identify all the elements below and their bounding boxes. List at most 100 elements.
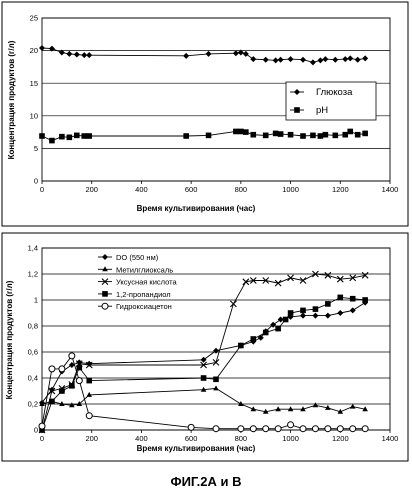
data-point-b-3-8 bbox=[238, 343, 244, 349]
series-line-b-1 bbox=[42, 388, 365, 411]
legend-label-a-1: pH bbox=[316, 105, 328, 116]
data-point-b-3-10 bbox=[263, 330, 269, 336]
data-point-a-1-0 bbox=[39, 133, 45, 139]
data-point-b-1-8 bbox=[238, 401, 244, 406]
data-point-b-4-14 bbox=[312, 426, 318, 432]
legend-label-b-4: Гидроксиацетон bbox=[116, 302, 172, 311]
data-point-b-4-18 bbox=[362, 426, 368, 432]
data-point-a-0-6 bbox=[86, 52, 92, 58]
legend-marker-b-1 bbox=[102, 266, 108, 271]
x-tick-label-a-4: 800 bbox=[235, 185, 248, 194]
data-point-a-1-12 bbox=[250, 132, 256, 138]
data-point-b-3-11 bbox=[275, 326, 281, 332]
data-point-b-0-5 bbox=[86, 361, 92, 367]
y-tick-label-a-1: 5 bbox=[34, 144, 38, 153]
figure-caption: ФИГ.2А и В bbox=[170, 474, 241, 489]
y-axis-label-a: Концентрация продуктов (г/л) bbox=[7, 40, 16, 159]
data-point-b-4-6 bbox=[188, 424, 194, 430]
x-tick-label-b-5: 1000 bbox=[282, 434, 299, 443]
data-point-b-0-7 bbox=[213, 348, 219, 354]
data-point-a-0-8 bbox=[206, 51, 212, 57]
data-point-a-0-18 bbox=[310, 59, 316, 65]
data-point-a-0-24 bbox=[355, 57, 361, 63]
y-tick-label-a-0: 0 bbox=[34, 177, 38, 186]
data-point-a-1-4 bbox=[74, 133, 80, 139]
data-point-b-4-8 bbox=[238, 426, 244, 432]
legend-label-b-1: Метилглиоксаль bbox=[116, 265, 173, 274]
data-point-a-0-12 bbox=[250, 56, 256, 62]
legend-marker-b-4 bbox=[102, 303, 108, 309]
data-point-a-1-24 bbox=[355, 132, 361, 138]
data-point-b-0-16 bbox=[312, 313, 318, 319]
y-tick-label-b-4: 0,8 bbox=[28, 322, 38, 331]
data-point-b-3-3 bbox=[69, 383, 75, 389]
x-tick-label-a-0: 0 bbox=[40, 185, 44, 194]
x-axis-label-a: Время культивирования (час) bbox=[137, 204, 256, 213]
y-tick-label-b-7: 1,4 bbox=[28, 244, 38, 253]
y-tick-label-b-0: 0 bbox=[34, 426, 38, 435]
data-point-b-3-7 bbox=[213, 377, 219, 383]
data-point-a-1-1 bbox=[49, 138, 55, 144]
data-point-b-0-13 bbox=[278, 317, 284, 323]
data-point-b-3-5 bbox=[86, 378, 92, 384]
x-tick-label-b-2: 400 bbox=[135, 434, 148, 443]
data-point-a-1-16 bbox=[288, 132, 294, 138]
data-point-a-1-7 bbox=[183, 133, 189, 139]
data-point-a-1-25 bbox=[362, 131, 368, 137]
data-point-a-1-15 bbox=[278, 131, 284, 137]
data-point-a-1-11 bbox=[243, 129, 249, 135]
data-point-a-1-21 bbox=[333, 133, 339, 139]
legend-marker-a-1 bbox=[294, 107, 300, 113]
x-tick-label-b-4: 800 bbox=[235, 434, 248, 443]
data-point-b-0-15 bbox=[300, 313, 306, 319]
data-point-a-1-9 bbox=[233, 129, 239, 135]
data-point-b-3-4 bbox=[76, 365, 82, 371]
legend-label-b-2: Уксусная кислота bbox=[116, 278, 177, 287]
data-point-a-0-11 bbox=[243, 51, 249, 57]
data-point-b-4-15 bbox=[325, 426, 331, 432]
data-point-a-0-3 bbox=[66, 51, 72, 57]
data-point-a-0-14 bbox=[273, 57, 279, 63]
legend-label-b-0: DO (550 нм) bbox=[116, 253, 159, 262]
data-point-b-0-18 bbox=[337, 310, 343, 316]
data-point-a-0-16 bbox=[288, 56, 294, 62]
x-tick-label-a-2: 400 bbox=[135, 185, 148, 194]
data-point-a-0-9 bbox=[233, 50, 239, 56]
data-point-b-3-9 bbox=[250, 336, 256, 342]
data-point-b-1-7 bbox=[213, 385, 219, 390]
data-point-b-0-6 bbox=[201, 357, 207, 363]
data-point-a-0-4 bbox=[74, 52, 80, 58]
x-tick-label-a-3: 600 bbox=[185, 185, 198, 194]
data-point-a-1-19 bbox=[318, 133, 324, 139]
x-tick-label-a-7: 1400 bbox=[382, 185, 399, 194]
data-point-a-0-25 bbox=[362, 55, 368, 61]
data-point-b-4-16 bbox=[337, 426, 343, 432]
y-tick-label-a-5: 25 bbox=[30, 14, 38, 23]
data-point-b-1-14 bbox=[313, 402, 319, 407]
x-tick-label-a-1: 200 bbox=[85, 185, 98, 194]
x-tick-label-a-5: 1000 bbox=[282, 185, 299, 194]
x-tick-label-b-3: 600 bbox=[185, 434, 198, 443]
data-point-b-3-18 bbox=[350, 296, 356, 302]
data-point-b-0-19 bbox=[350, 307, 356, 313]
x-tick-label-b-1: 200 bbox=[85, 434, 98, 443]
data-point-b-4-7 bbox=[213, 426, 219, 432]
data-point-a-1-20 bbox=[323, 132, 329, 138]
legend-marker-b-0 bbox=[102, 254, 108, 260]
legend-label-b-3: 1,2-пропандиол bbox=[116, 290, 171, 299]
data-point-a-1-3 bbox=[67, 135, 73, 141]
y-tick-label-b-5: 1 bbox=[34, 296, 38, 305]
data-point-a-1-23 bbox=[347, 129, 353, 135]
data-point-b-3-6 bbox=[201, 375, 207, 381]
x-tick-label-b-6: 1200 bbox=[332, 434, 349, 443]
data-point-b-3-2 bbox=[59, 388, 65, 394]
data-point-a-1-17 bbox=[300, 133, 306, 139]
data-point-b-3-12 bbox=[283, 317, 289, 323]
data-point-b-4-9 bbox=[250, 426, 256, 432]
legend-a: ГлюкозаpH bbox=[286, 82, 376, 120]
data-point-b-3-19 bbox=[362, 297, 368, 303]
data-point-b-0-17 bbox=[325, 313, 331, 319]
data-point-a-0-13 bbox=[263, 57, 269, 63]
